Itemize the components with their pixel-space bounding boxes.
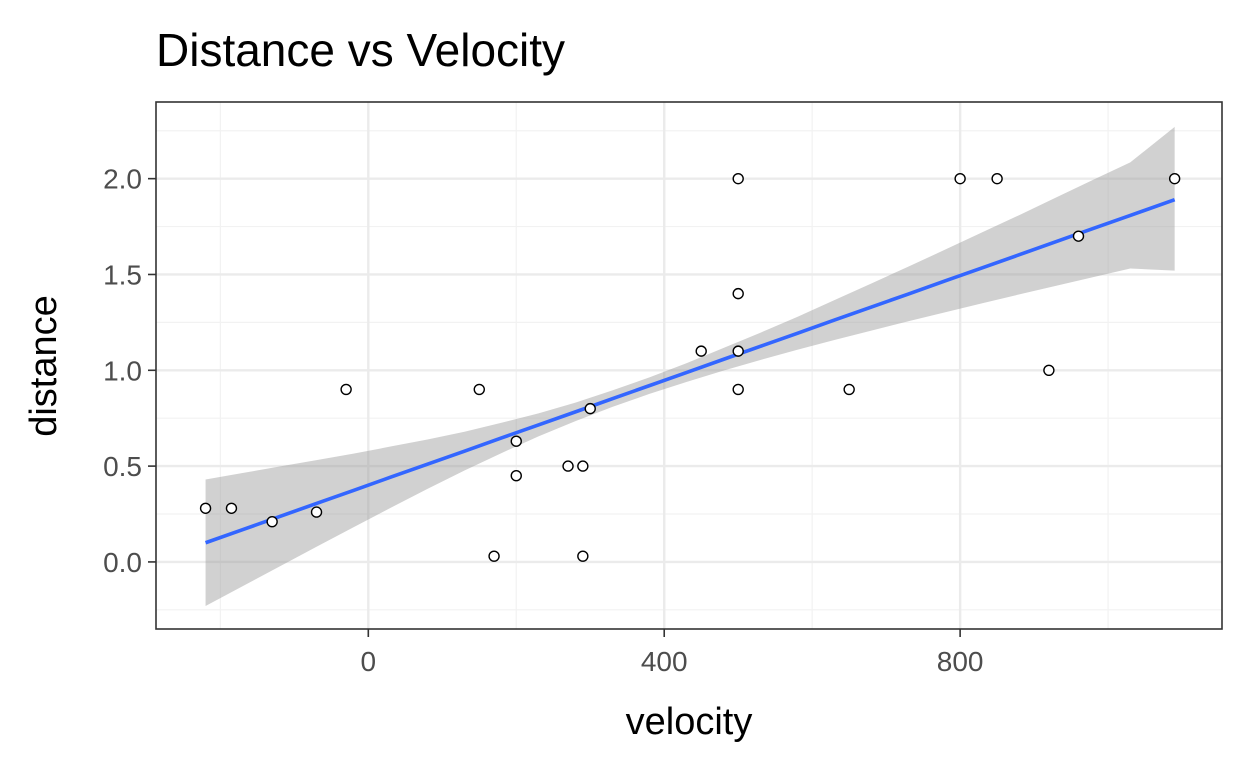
data-point <box>732 287 744 300</box>
data-point <box>510 469 522 482</box>
y-tick-label: 2.0 <box>103 164 142 195</box>
x-tick-label: 0 <box>361 646 377 677</box>
data-point <box>510 435 522 447</box>
data-point <box>732 172 744 185</box>
data-point <box>199 502 212 514</box>
data-point <box>954 172 966 185</box>
y-tick-label: 0.5 <box>103 451 142 482</box>
y-tick-label: 1.5 <box>103 259 142 290</box>
data-point <box>310 506 323 518</box>
chart-title: Distance vs Velocity <box>156 24 565 76</box>
data-point <box>584 402 596 415</box>
data-point <box>732 345 744 357</box>
y-axis-title: distance <box>23 295 65 437</box>
data-point <box>473 383 485 396</box>
regression-line <box>204 198 1176 545</box>
data-point <box>843 383 855 396</box>
axis-layer: 0 400 800 0.0 0.5 1.0 1.5 2.0 <box>103 164 983 677</box>
data-point <box>732 383 744 396</box>
y-tick-label: 1.0 <box>103 355 142 386</box>
x-tick-label: 800 <box>937 646 984 677</box>
data-point <box>266 515 278 528</box>
points-layer <box>199 172 1181 562</box>
data-point <box>577 550 589 562</box>
panel-border <box>155 101 1223 630</box>
data-point <box>340 383 352 396</box>
data-point <box>562 460 574 472</box>
data-point <box>695 345 707 357</box>
data-point <box>488 550 500 562</box>
grid-layer <box>156 102 1222 629</box>
regression-line-layer <box>204 198 1176 545</box>
confidence-band-layer <box>205 126 1175 606</box>
data-point <box>1043 364 1055 376</box>
x-tick-label: 400 <box>641 646 688 677</box>
data-point <box>991 172 1003 185</box>
data-point <box>225 502 238 514</box>
confidence-band <box>205 126 1175 606</box>
data-point <box>1072 230 1085 242</box>
y-tick-label: 0.0 <box>103 547 142 578</box>
data-point <box>1168 172 1181 185</box>
x-axis-title: velocity <box>626 701 753 743</box>
data-point <box>577 460 589 472</box>
